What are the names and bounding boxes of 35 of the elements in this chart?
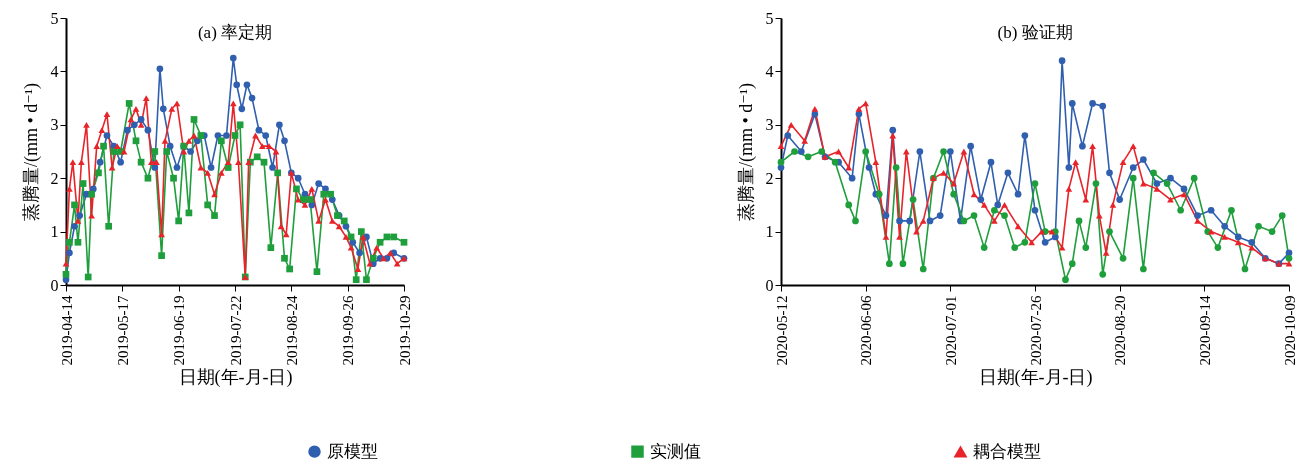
x-tick-label: 2020-05-12 bbox=[773, 295, 790, 366]
legend-label: 实测值 bbox=[650, 441, 701, 461]
y-tick-label: 0 bbox=[765, 276, 774, 294]
y-axis-title: 蒸腾量/(mm • d⁻¹) bbox=[20, 82, 42, 222]
legend-label: 耦合模型 bbox=[973, 441, 1041, 461]
y-axis-title: 蒸腾量/(mm • d⁻¹) bbox=[735, 82, 757, 222]
y-tick-label: 1 bbox=[765, 223, 774, 241]
y-tick-label: 4 bbox=[50, 62, 59, 80]
y-tick-label: 1 bbox=[50, 223, 59, 241]
y-tick-label: 5 bbox=[50, 9, 59, 27]
y-tick-label: 5 bbox=[765, 9, 774, 27]
y-tick-label: 2 bbox=[765, 169, 774, 187]
x-tick-label: 2020-09-14 bbox=[1196, 295, 1213, 366]
x-tick-label: 2019-09-26 bbox=[340, 295, 357, 366]
x-tick-label: 2019-06-19 bbox=[171, 295, 188, 366]
x-tick-label: 2019-08-24 bbox=[283, 295, 300, 366]
x-tick-label: 2020-08-20 bbox=[1112, 295, 1129, 366]
y-tick-label: 0 bbox=[50, 276, 59, 294]
x-axis-title: 日期(年-月-日) bbox=[978, 367, 1093, 389]
x-tick-label: 2020-07-01 bbox=[942, 295, 959, 366]
chart-title: (a) 率定期 bbox=[197, 23, 273, 42]
y-tick-label: 4 bbox=[765, 62, 774, 80]
legend-label: 原模型 bbox=[327, 441, 378, 461]
chart-title: (b) 验证期 bbox=[997, 23, 1073, 42]
x-tick-label: 2020-06-06 bbox=[858, 295, 875, 366]
y-tick-label: 3 bbox=[765, 116, 774, 134]
x-axis-title: 日期(年-月-日) bbox=[178, 367, 293, 389]
x-tick-label: 2019-05-17 bbox=[114, 295, 131, 366]
x-tick-label: 2020-07-26 bbox=[1027, 295, 1044, 366]
x-tick-label: 2019-04-14 bbox=[58, 295, 75, 366]
x-tick-label: 2019-10-29 bbox=[396, 295, 413, 366]
y-tick-label: 3 bbox=[50, 116, 59, 134]
x-tick-label: 2020-10-09 bbox=[1281, 295, 1298, 366]
y-tick-label: 2 bbox=[50, 169, 59, 187]
x-tick-label: 2019-07-22 bbox=[227, 295, 244, 366]
